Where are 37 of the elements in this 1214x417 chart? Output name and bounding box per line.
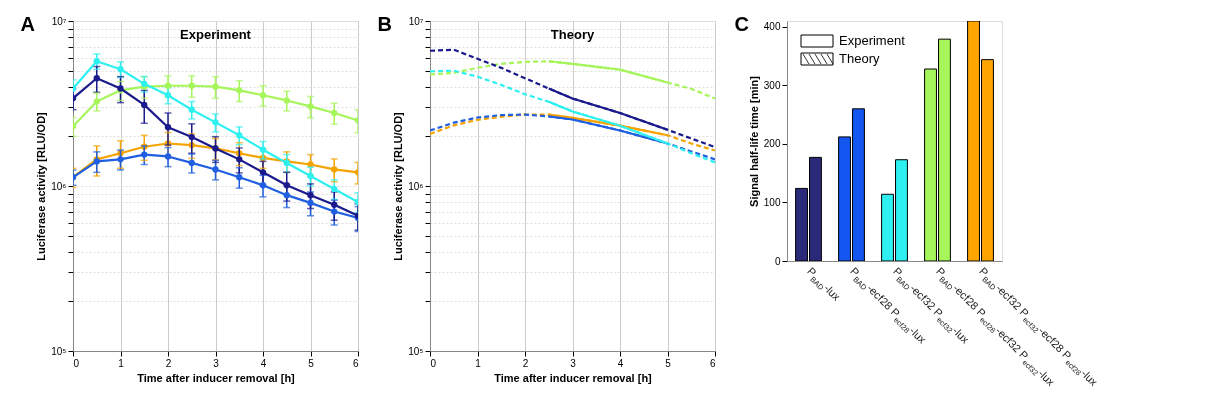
chart-title: Experiment — [180, 27, 252, 42]
y-tick-label: 10⁷ — [51, 15, 67, 27]
y-tick-label: 300 — [763, 79, 781, 91]
x-tick-label: 2 — [165, 357, 172, 369]
y-axis-title: Luciferase activity [RLU/OD] — [392, 111, 405, 261]
x-tick-label: 6 — [709, 357, 716, 369]
y-axis-title: Luciferase activity [RLU/OD] — [35, 111, 48, 261]
y-tick-label: 10⁶ — [408, 180, 424, 192]
y-tick-label: 10⁵ — [51, 345, 67, 357]
x-tick-label: 1 — [118, 357, 125, 369]
legend-label: Theory — [839, 51, 880, 66]
x-tick-label: 4 — [617, 357, 624, 369]
y-tick-label: 100 — [763, 196, 781, 208]
x-tick-label: 3 — [213, 357, 220, 369]
x-tick-label: 0 — [73, 357, 80, 369]
y-tick-label: 10⁵ — [408, 345, 424, 357]
x-tick-label: 3 — [570, 357, 577, 369]
y-axis-title: Signal half-life time [min] — [747, 75, 760, 207]
x-tick-label: 4 — [260, 357, 267, 369]
y-tick-label: 0 — [774, 255, 781, 267]
legend-label: Experiment — [839, 33, 906, 48]
x-tick-label: 2 — [522, 357, 529, 369]
x-tick-label: 1 — [475, 357, 482, 369]
x-tick-label: 5 — [308, 357, 315, 369]
y-tick-label: 400 — [763, 21, 781, 33]
x-axis-title: Time after inducer removal [h] — [137, 371, 296, 384]
y-tick-label: 200 — [763, 138, 781, 150]
x-tick-label: 0 — [430, 357, 437, 369]
text: C — [734, 13, 749, 35]
y-tick-label: 10⁷ — [408, 15, 424, 27]
x-axis-title: Time after inducer removal [h] — [494, 371, 653, 384]
x-tick-label: 5 — [665, 357, 672, 369]
text: B — [377, 13, 392, 35]
y-tick-label: 10⁶ — [51, 180, 67, 192]
chart-title: Theory — [550, 27, 595, 42]
text: A — [20, 13, 35, 35]
x-tick-label: 6 — [352, 357, 359, 369]
